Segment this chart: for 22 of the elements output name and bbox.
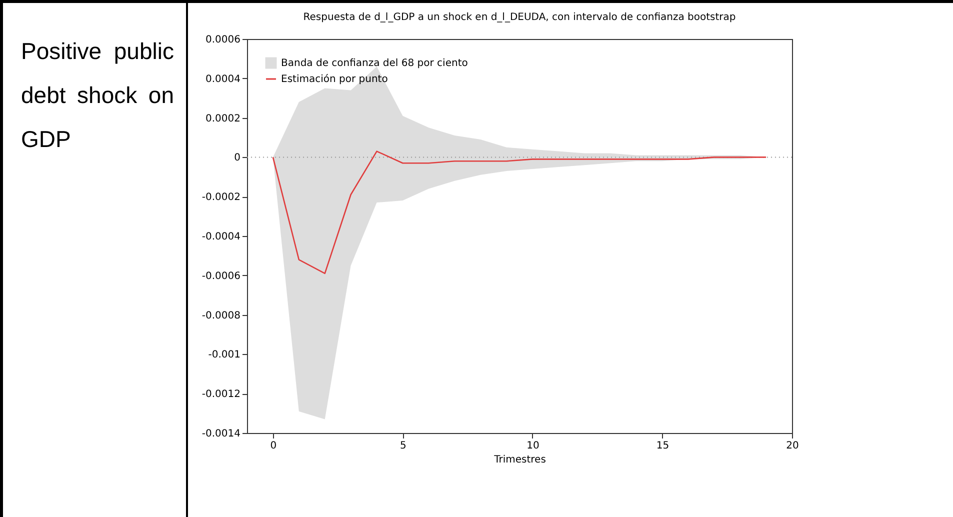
chart-title: Respuesta de d_l_GDP a un shock en d_l_DEUDA, con intervalo de confianza bootstrap [303, 12, 736, 23]
legend-label: Estimación por punto [281, 74, 388, 85]
y-tick-label: -0.0012 [202, 389, 240, 400]
x-tick-label: 0 [270, 440, 277, 452]
y-tick-label: 0.0006 [206, 34, 240, 46]
x-tick-label: 5 [400, 440, 406, 452]
x-tick-label: 20 [786, 440, 799, 452]
text: Positive public debt shock on GDP [0, 3, 188, 517]
y-tick-label: -0.0004 [202, 232, 240, 242]
y-tick-label: -0.001 [208, 350, 240, 361]
y-tick-label: -0.0002 [202, 192, 240, 204]
y-tick-label: 0.0002 [206, 113, 240, 124]
y-tick-label: -0.0008 [202, 310, 240, 322]
y-tick-label: -0.0006 [202, 270, 240, 282]
x-tick-label: 10 [526, 440, 540, 452]
legend-label: Banda de confianza del 68 por ciento [281, 58, 468, 69]
y-tick-label: 0.0004 [206, 74, 240, 85]
line-series [272, 150, 767, 274]
x-tick-label: 15 [656, 440, 670, 452]
y-tick-label: -0.0014 [202, 428, 240, 440]
x-axis-title: Trimestres [493, 454, 546, 466]
y-tick-label: 0 [234, 152, 240, 164]
